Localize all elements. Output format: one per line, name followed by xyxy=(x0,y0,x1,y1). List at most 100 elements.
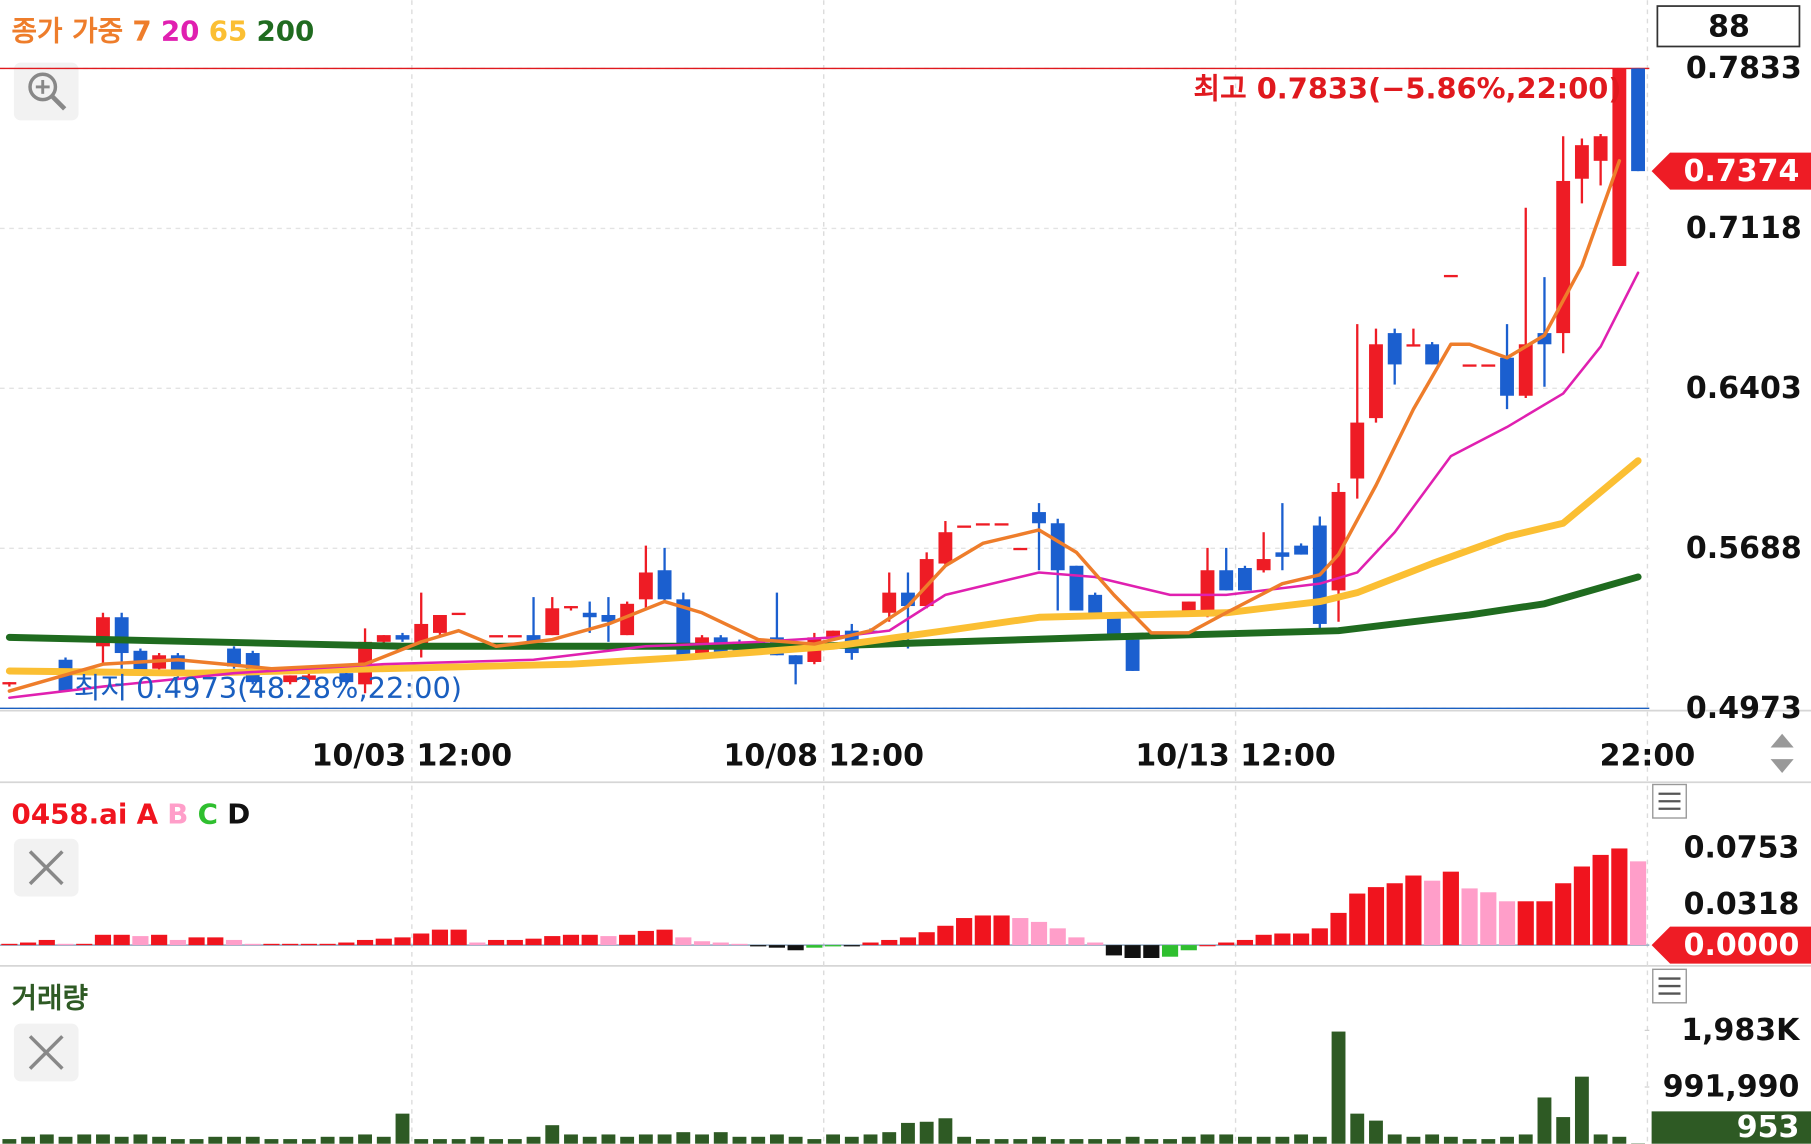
indicator-bar xyxy=(225,939,243,946)
volume-bar xyxy=(807,1139,822,1144)
volume-bar xyxy=(1106,1139,1121,1144)
y-tick-label: 0.0753 xyxy=(1684,831,1800,866)
volume-bar xyxy=(657,1134,672,1144)
candle-body xyxy=(564,606,578,609)
volume-bar xyxy=(133,1134,148,1144)
indicator-menu-button[interactable] xyxy=(1652,783,1687,819)
candle-body xyxy=(882,592,897,613)
indicator-bar xyxy=(1012,918,1029,946)
indicator-bar xyxy=(319,943,336,946)
axis-scroll-button[interactable] xyxy=(1770,733,1794,773)
indicator-bar xyxy=(113,934,130,946)
volume-bar xyxy=(77,1134,92,1144)
volume-bar xyxy=(1350,1113,1365,1144)
candle-body xyxy=(526,635,541,642)
low-annotation: 최저 0.4973(48.28%,22:00) xyxy=(74,671,462,705)
volume-bar xyxy=(1125,1136,1140,1144)
candle-body xyxy=(2,682,17,685)
candle-body xyxy=(826,630,841,638)
indicator-bar xyxy=(881,939,898,946)
candle-body xyxy=(1425,344,1440,365)
legend-title: 종가 가중 xyxy=(12,15,124,48)
x-tick-label: 22:00 xyxy=(1600,738,1696,773)
indicator-bar xyxy=(937,925,954,946)
volume-bar xyxy=(1144,1139,1159,1144)
zoom-button[interactable] xyxy=(13,62,79,121)
indicator-bar xyxy=(993,915,1010,946)
counter: 88 xyxy=(1708,10,1750,45)
volume-bar xyxy=(1387,1134,1402,1144)
y-tick-label: 991,990 xyxy=(1663,1070,1800,1105)
volume-bar xyxy=(433,1139,447,1144)
volume-bar xyxy=(751,1136,766,1144)
candle-body xyxy=(1500,357,1514,396)
indicator-bar xyxy=(1517,901,1534,946)
candle-body xyxy=(1462,364,1477,367)
indicator-bar xyxy=(338,942,355,946)
candle-body xyxy=(1088,594,1103,613)
close-indicator-button[interactable] xyxy=(13,838,79,897)
volume-bar xyxy=(1593,1134,1608,1144)
candle-body xyxy=(1125,639,1140,671)
indicator-bar xyxy=(824,945,842,947)
indicator-bar xyxy=(76,943,93,946)
candle-body xyxy=(1406,344,1421,347)
y-tick-label: 0.0000 xyxy=(1684,928,1800,963)
indicator-bar xyxy=(806,945,823,948)
legend-title: 거래량 xyxy=(12,981,89,1014)
indicator-bar xyxy=(656,929,673,946)
volume-bar xyxy=(788,1136,803,1144)
last-price-box xyxy=(1651,152,1811,190)
volume-bar xyxy=(526,1136,541,1144)
volume-bar xyxy=(1238,1136,1252,1144)
volume-bar xyxy=(1200,1134,1215,1144)
candle-body xyxy=(1106,617,1121,636)
volume-bar xyxy=(301,1139,316,1144)
indicator-bar xyxy=(375,938,392,946)
candle-body xyxy=(114,617,129,654)
close-volume-button[interactable] xyxy=(13,1023,79,1082)
y-tick-label: 0.4973 xyxy=(1686,691,1802,726)
volume-menu-button[interactable] xyxy=(1652,968,1687,1004)
candle-body xyxy=(994,523,1009,526)
volume-legend: 거래량 xyxy=(12,981,89,1014)
volume-bar xyxy=(152,1136,167,1144)
indicator-bar xyxy=(1498,901,1516,946)
indicator-bar xyxy=(581,934,598,946)
candle-body xyxy=(227,648,241,667)
last-volume: 953 xyxy=(1737,1110,1800,1144)
volume-bar xyxy=(1181,1136,1196,1144)
indicator-bar xyxy=(1349,893,1366,946)
candle-body xyxy=(1069,565,1084,611)
candle-body xyxy=(283,675,298,683)
indicator-bar xyxy=(974,915,991,946)
x-tick-label: 10/08 12:00 xyxy=(723,738,924,773)
volume-bar xyxy=(283,1139,298,1144)
indicator-bar xyxy=(1442,871,1459,946)
candle-body xyxy=(975,523,990,526)
volume-bar xyxy=(582,1136,597,1144)
indicator-bar xyxy=(731,943,748,946)
indicator-bar xyxy=(768,945,785,948)
indicator-bar xyxy=(38,939,55,946)
candle-body xyxy=(1275,552,1290,557)
indicator-bar xyxy=(1,943,18,946)
volume-bar xyxy=(564,1134,578,1144)
volume-bar xyxy=(376,1136,391,1144)
indicator-bar xyxy=(506,939,523,946)
volume-bar xyxy=(1518,1134,1533,1144)
legend-item: 200 xyxy=(257,15,315,48)
candle-body xyxy=(1387,333,1402,365)
volume-bar xyxy=(975,1139,990,1144)
volume-bar xyxy=(1013,1139,1028,1144)
volume-bar xyxy=(545,1125,560,1144)
volume-bar xyxy=(1050,1139,1065,1144)
x-tick-label: 10/03 12:00 xyxy=(312,738,513,773)
indicator-legend: 0458.ai A B C D xyxy=(12,798,251,831)
candle-body xyxy=(1443,274,1458,278)
candle-body xyxy=(957,525,972,528)
y-tick-label: 0.0318 xyxy=(1684,887,1800,922)
indicator-bar xyxy=(263,943,280,946)
volume-bar xyxy=(1294,1134,1309,1144)
indicator-bar xyxy=(431,929,449,946)
